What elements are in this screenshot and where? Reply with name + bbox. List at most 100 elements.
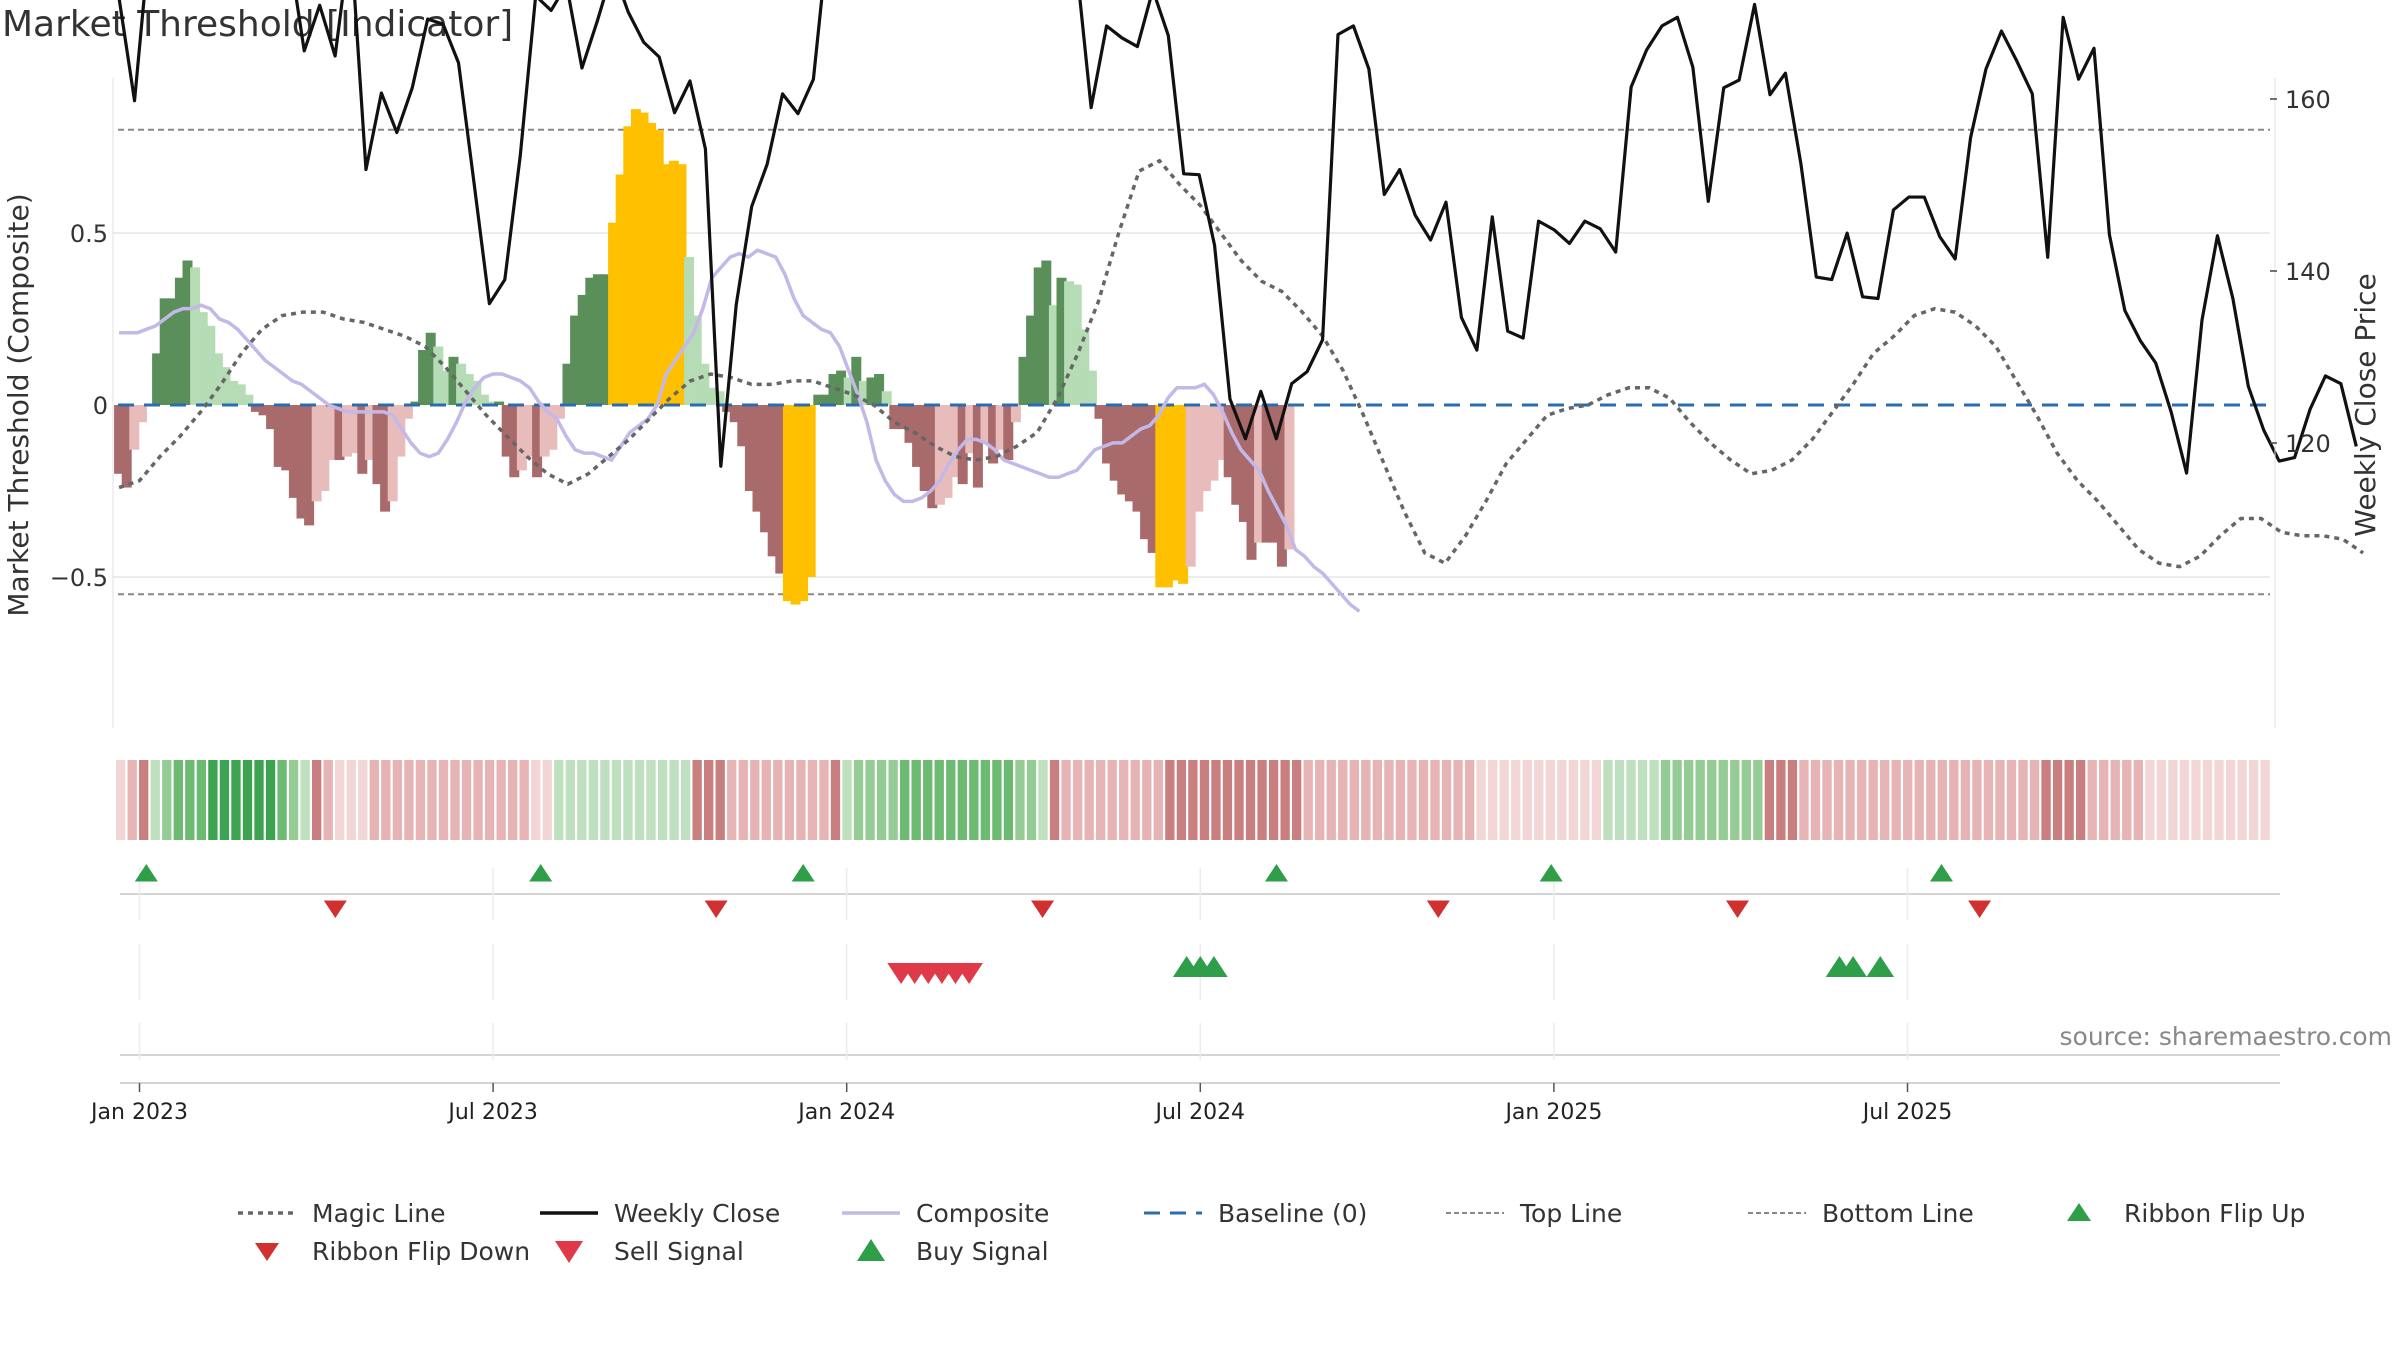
- legend-item-bottom-line: Bottom Line: [1746, 1195, 1974, 1231]
- ribbon-cell: [1488, 760, 1498, 840]
- composite-bar: [235, 384, 246, 405]
- composite-bar: [1231, 405, 1242, 505]
- composite-bar: [1284, 405, 1295, 550]
- ribbon-cell: [392, 760, 403, 840]
- y-axis-title: Market Threshold (Composite): [2, 193, 35, 616]
- ribbon-cell: [565, 760, 575, 840]
- ribbon-cell: [1176, 760, 1187, 840]
- legend-label-magic-line: Magic Line: [312, 1198, 446, 1228]
- legend-swatch-composite: [842, 1211, 900, 1215]
- legend-swatch-ribbon-flip-up: [2067, 1203, 2091, 1221]
- ribbon-flip-up-marker: [529, 864, 553, 882]
- ribbon-cell: [761, 760, 771, 840]
- legend-swatch-sell-signal: [555, 1241, 583, 1263]
- ribbon-cell: [2214, 760, 2224, 840]
- composite-bar: [820, 394, 831, 405]
- composite-bar: [524, 405, 535, 457]
- composite-bar: [296, 405, 307, 519]
- composite-bar: [706, 387, 717, 405]
- ribbon-cell: [911, 760, 921, 840]
- ribbon-cell: [1707, 760, 1717, 840]
- composite-bar: [501, 405, 512, 457]
- composite-bar: [676, 164, 687, 405]
- composite-bar: [1026, 315, 1037, 405]
- composite-bar: [152, 353, 163, 405]
- ribbon-flip-down-marker: [704, 900, 728, 918]
- ribbon-cell: [1741, 760, 1751, 840]
- composite-bar: [714, 391, 725, 405]
- composite-bar: [1094, 405, 1105, 419]
- ribbon-cell: [185, 760, 195, 840]
- ribbon-cell: [2168, 760, 2178, 840]
- composite-bar: [114, 405, 125, 474]
- composite-bar: [775, 405, 786, 574]
- legend: Magic Line Weekly Close Composite Baseli…: [0, 1195, 2400, 1285]
- composite-bar: [615, 174, 626, 405]
- ribbon-cell: [784, 760, 795, 840]
- ribbon-cell: [1096, 760, 1106, 840]
- ribbon-cell: [1718, 760, 1728, 840]
- composite-bar: [1155, 405, 1166, 588]
- composite-bar: [486, 401, 497, 405]
- composite-bar: [889, 405, 900, 430]
- ribbon-cell: [1315, 760, 1325, 840]
- ribbon-cell: [1856, 760, 1867, 840]
- ribbon-cell: [1511, 760, 1521, 840]
- ribbon-cell: [496, 760, 506, 840]
- composite-bar: [638, 112, 649, 405]
- ribbon-cell: [1972, 760, 1982, 840]
- composite-bar: [1124, 405, 1135, 502]
- composite-bar: [858, 380, 869, 405]
- composite-bar: [570, 315, 581, 405]
- legend-label-sell-signal: Sell Signal: [614, 1236, 744, 1266]
- ribbon-cell: [369, 760, 379, 840]
- composite-bar: [1102, 405, 1113, 464]
- ribbon-cell: [865, 760, 875, 840]
- ribbon-cell: [1395, 760, 1406, 840]
- ribbon-flip-down-marker: [1968, 900, 1992, 918]
- ribbon-cell: [1292, 760, 1302, 840]
- y2-tick-label: 140: [2285, 258, 2331, 286]
- composite-bar: [805, 405, 816, 577]
- ribbon-cell: [2099, 760, 2109, 840]
- ribbon-cell: [1833, 760, 1844, 840]
- ribbon-cell: [1660, 760, 1671, 840]
- ribbon-cell: [842, 760, 852, 840]
- composite-bar: [205, 325, 216, 405]
- composite-bar: [357, 405, 368, 474]
- ribbon-cell: [1165, 760, 1175, 840]
- ribbon-cell: [1234, 760, 1244, 840]
- ribbon-cell: [219, 760, 230, 840]
- ribbon-cell: [139, 760, 149, 840]
- ribbon-cell: [657, 760, 668, 840]
- composite-bars: [114, 109, 1295, 605]
- composite-bar: [623, 126, 634, 406]
- ribbon-cell: [265, 760, 276, 840]
- composite-bar: [592, 274, 603, 405]
- ribbon-cell: [1937, 760, 1947, 840]
- ribbon-cell: [588, 760, 599, 840]
- ribbon-cell: [2064, 760, 2074, 840]
- buy-signal-marker: [1866, 956, 1895, 977]
- composite-bar: [478, 394, 489, 405]
- composite-bar: [364, 405, 375, 461]
- legend-label-ribbon-flip-up: Ribbon Flip Up: [2124, 1198, 2306, 1228]
- composite-bar: [372, 405, 383, 485]
- y-tick-label: 0.5: [70, 220, 108, 248]
- composite-bar: [1170, 405, 1181, 581]
- legend-label-composite: Composite: [916, 1198, 1050, 1228]
- ribbon-cell: [1268, 760, 1279, 840]
- composite-bar: [402, 405, 413, 419]
- composite-bar: [334, 405, 345, 461]
- ribbon-cell: [1222, 760, 1233, 840]
- composite-bar: [1208, 405, 1219, 481]
- ribbon-cell: [1084, 760, 1094, 840]
- ribbon-cell: [623, 760, 633, 840]
- ribbon-cell: [969, 760, 979, 840]
- ribbon-cell: [242, 760, 253, 840]
- composite-bar: [760, 405, 771, 533]
- ribbon-cell: [1245, 760, 1256, 840]
- ribbon-cell: [1407, 760, 1417, 840]
- ribbon-cell: [1499, 760, 1509, 840]
- ribbon-cell: [1153, 760, 1163, 840]
